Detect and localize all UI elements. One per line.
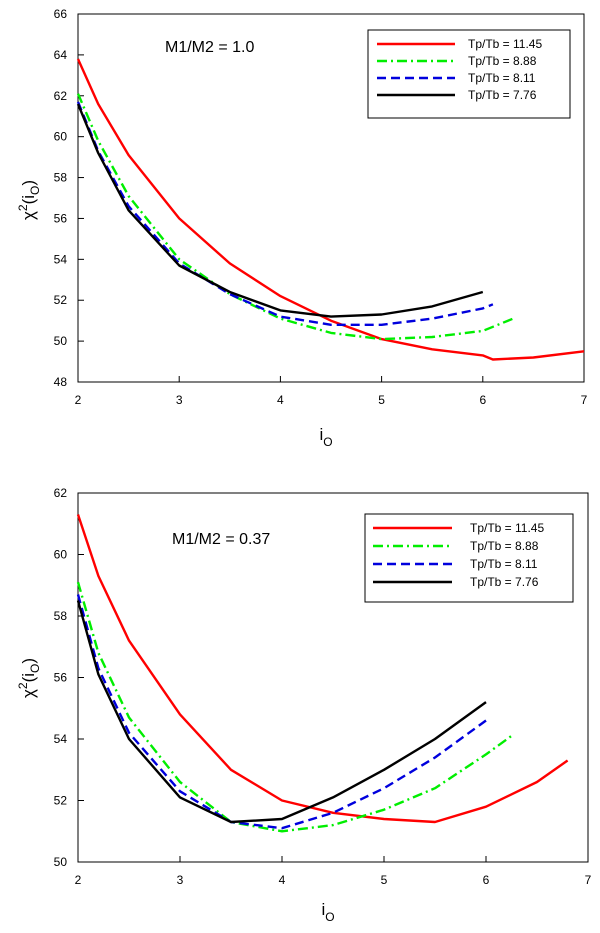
chart1-x-axis-title: iO — [321, 900, 334, 924]
chart1-y-title-chi: χ — [19, 689, 38, 698]
chart1-x-tick-label: 5 — [381, 873, 388, 887]
chart0-series-line-4 — [76, 103, 484, 318]
chart0-annotation: M1/M2 = 1.0 — [165, 39, 254, 56]
chart1-series-line-1 — [76, 514, 569, 824]
chart1-x-tick-label: 4 — [279, 873, 286, 887]
chart0-x-tick-label: 5 — [378, 393, 385, 407]
chart1-annotation: M1/M2 = 0.37 — [172, 531, 270, 548]
chart0-x-tick-label: 3 — [176, 393, 183, 407]
chart0-y-tick-label: 60 — [54, 130, 68, 144]
chart1-y-title-sub: O — [28, 664, 42, 673]
chart0-y-axis-title-text: χ2(iO) — [16, 180, 42, 220]
chart0-y-tick-label: 52 — [54, 293, 68, 307]
chart0-y-title-sup: 2 — [16, 204, 30, 211]
chart1-y-title-close: ) — [19, 658, 38, 664]
chart0-x-axis-title-sub: O — [323, 435, 332, 449]
chart0-y-title-close: ) — [19, 180, 38, 186]
chart0-y-tick-label: 64 — [54, 48, 68, 62]
chart1-series-line-3 — [76, 594, 487, 830]
chart1-y-title-open: (i — [19, 673, 38, 682]
chart1-y-tick-label: 60 — [54, 548, 68, 562]
chart0-legend-label-2: Tp/Tb = 8.88 — [468, 54, 537, 68]
chart0-y-axis-title: χ2(iO) — [16, 180, 42, 220]
chart1-x-tick-label: 2 — [75, 873, 82, 887]
chart1-x-axis-title-main: i — [321, 900, 325, 919]
chart1-legend-label-3: Tp/Tb = 8.11 — [470, 557, 538, 571]
chart1-x-tick-label: 3 — [177, 873, 184, 887]
chart0-y-tick-label: 48 — [54, 375, 68, 389]
chart0-legend-label-1: Tp/Tb = 11.45 — [468, 37, 542, 51]
chart0-x-tick-label: 6 — [479, 393, 486, 407]
chart0-x-tick-label: 7 — [581, 393, 588, 407]
chart0-x-axis-title-main: i — [319, 425, 323, 444]
chart0-x-axis-title: iO — [319, 425, 332, 449]
chart0-plot-frame — [77, 13, 585, 383]
chart1-legend-label-4: Tp/Tb = 7.76 — [470, 575, 539, 589]
chart1-y-tick-label: 52 — [54, 794, 68, 808]
chart0-y-tick-label: 56 — [54, 211, 68, 225]
chart1-y-axis-title: χ2(iO) — [16, 658, 42, 698]
chart0-x-tick-label: 2 — [75, 393, 82, 407]
chart0-y-tick-label: 50 — [54, 334, 68, 348]
chart0-y-title-chi: χ — [19, 211, 38, 220]
chart-panel-top: 2 3 4 5 6 7 48 50 52 54 56 58 60 62 64 66 M1/M2 = 1.0 Tp/… — [0, 0, 600, 466]
chart1-legend-label-2: Tp/Tb = 8.88 — [470, 539, 539, 553]
chart0-series-line-2 — [76, 93, 514, 341]
chart-panel-bottom: 2 3 4 5 6 7 50 52 54 56 58 60 62 M1/M2 = 0.37 Tp/Tb = … — [0, 466, 600, 933]
chart1-y-tick-label: 62 — [54, 486, 68, 500]
chart0-series-line-3 — [76, 101, 494, 326]
chart1-x-axis-title-sub: O — [325, 910, 334, 924]
chart1-y-tick-label: 56 — [54, 671, 68, 685]
chart0-y-tick-label: 62 — [54, 89, 68, 103]
chart0-y-tick-label: 66 — [54, 7, 68, 21]
chart1-x-tick-label: 6 — [483, 873, 490, 887]
chart1-y-title-sup: 2 — [16, 682, 30, 689]
chart0-y-tick-label: 54 — [54, 252, 68, 266]
chart0-x-tick-label: 4 — [277, 393, 284, 407]
chart1-legend-label-1: Tp/Tb = 11.45 — [470, 521, 544, 535]
chart1-y-tick-label: 50 — [54, 855, 68, 869]
chart0-series-line-1 — [76, 58, 585, 361]
chart1-series-line-4 — [76, 600, 487, 824]
chart0-legend-label-4: Tp/Tb = 7.76 — [468, 88, 537, 102]
chart1-x-tick-label: 7 — [585, 873, 592, 887]
chart0-legend-label-3: Tp/Tb = 8.11 — [468, 71, 536, 85]
chart1-series-line-2 — [76, 581, 513, 833]
chart1-y-tick-label: 58 — [54, 609, 68, 623]
chart0-y-tick-label: 58 — [54, 171, 68, 185]
chart1-y-tick-label: 54 — [54, 732, 68, 746]
chart0-y-title-sub: O — [28, 186, 42, 195]
chart0-y-title-open: (i — [19, 195, 38, 204]
chart1-y-axis-title-text: χ2(iO) — [16, 658, 42, 698]
